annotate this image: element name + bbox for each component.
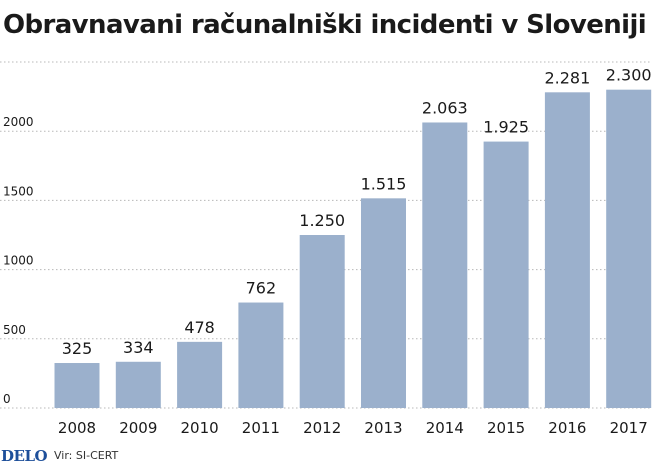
chart-title: Obravnavani računalniški incidenti v Slo…: [3, 10, 647, 40]
x-tick-label: 2011: [242, 419, 280, 437]
delo-logo: DELO: [1, 447, 48, 465]
bar: [483, 141, 529, 408]
bar: [544, 92, 590, 408]
data-label: 2.063: [422, 98, 468, 117]
x-tick-label: 2008: [58, 419, 96, 437]
y-tick-label: 500: [3, 323, 26, 337]
bar: [361, 198, 406, 408]
x-tick-label: 2015: [487, 419, 525, 437]
data-label: 334: [123, 338, 154, 357]
x-tick-label: 2014: [426, 419, 464, 437]
x-tick-label: 2010: [181, 419, 219, 437]
bar: [238, 302, 284, 408]
source-note: Vir: SI-CERT: [54, 449, 119, 462]
y-tick-label: 1000: [3, 254, 34, 268]
data-label: 478: [184, 318, 215, 337]
y-tick-label: 2000: [3, 115, 34, 129]
x-tick-label: 2016: [548, 419, 586, 437]
x-tick-label: 2012: [303, 419, 341, 437]
bar: [299, 235, 345, 408]
data-label: 762: [246, 279, 277, 298]
data-label: 2.281: [544, 68, 590, 87]
data-label: 1.250: [299, 211, 345, 230]
bar: [54, 363, 100, 408]
x-tick-label: 2013: [364, 419, 402, 437]
y-tick-label: 1500: [3, 184, 34, 198]
bar: [606, 89, 652, 409]
x-tick-label: 2009: [119, 419, 157, 437]
data-label: 1.925: [483, 118, 529, 137]
bar: [177, 341, 223, 408]
data-label: 325: [62, 339, 93, 358]
footer: DELO Vir: SI-CERT: [0, 447, 660, 469]
data-label: 1.515: [361, 174, 407, 193]
bar: [115, 361, 161, 408]
data-label: 2.300: [606, 66, 652, 85]
bar: [422, 122, 468, 408]
x-tick-label: 2017: [610, 419, 648, 437]
bar-chart: 0 500 1000 1500 2000 325 2008 334 2009 478 2010 762…: [0, 61, 652, 437]
y-tick-label: 0: [3, 392, 11, 406]
